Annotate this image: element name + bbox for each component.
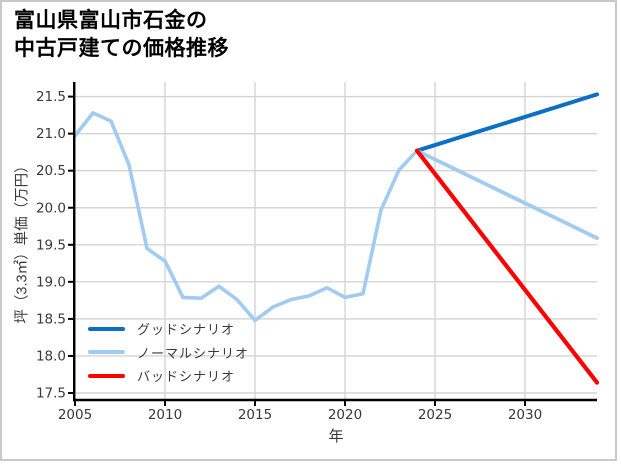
y-tick-label: 18.0 — [36, 348, 66, 364]
y-tick-label: 20.5 — [36, 163, 66, 179]
x-tick-label: 2020 — [328, 407, 362, 423]
history-line — [73, 111, 419, 323]
legend-item-good: グッドシナリオ — [88, 317, 249, 341]
y-tick-label: 21.0 — [36, 126, 66, 142]
legend-item-normal: ノーマルシナリオ — [88, 341, 249, 365]
legend-label-normal: ノーマルシナリオ — [137, 345, 250, 361]
good-scenario-line — [415, 92, 599, 153]
x-axis-label: 年 — [328, 428, 344, 445]
chart-title: 富山県富山市石金の 中古戸建ての価格推移 — [14, 7, 229, 63]
chart-title-line1: 富山県富山市石金の — [14, 9, 208, 32]
good-scenario-line-swatch — [88, 326, 125, 331]
x-tick-label: 2010 — [148, 407, 182, 423]
legend-label-bad: バッドシナリオ — [137, 369, 236, 385]
y-tick-label: 20.0 — [36, 200, 66, 216]
chart-title-line2: 中古戸建ての価格推移 — [14, 37, 229, 60]
y-tick-label: 19.5 — [36, 237, 66, 253]
y-tick-label: 19.0 — [36, 274, 66, 290]
bad-scenario-line-swatch — [88, 373, 125, 378]
bad-scenario-line — [414, 148, 600, 385]
x-tick-label: 2005 — [58, 407, 92, 423]
x-tick-label: 2015 — [238, 407, 272, 423]
y-tick-label: 21.5 — [36, 89, 66, 105]
normal-scenario-line — [415, 148, 599, 241]
x-tick-label: 2030 — [508, 407, 542, 423]
legend-label-good: グッドシナリオ — [137, 322, 236, 338]
normal-scenario-line-swatch — [88, 350, 125, 355]
x-tick-label: 2025 — [418, 407, 452, 423]
y-tick-label: 18.5 — [36, 311, 66, 327]
y-tick-label: 17.5 — [36, 386, 66, 402]
y-axis-label: 坪（3.3㎡）単価（万円） — [14, 158, 31, 324]
legend: グッドシナリオ ノーマルシナリオ バッドシナリオ — [88, 317, 249, 388]
legend-item-bad: バッドシナリオ — [88, 364, 249, 388]
